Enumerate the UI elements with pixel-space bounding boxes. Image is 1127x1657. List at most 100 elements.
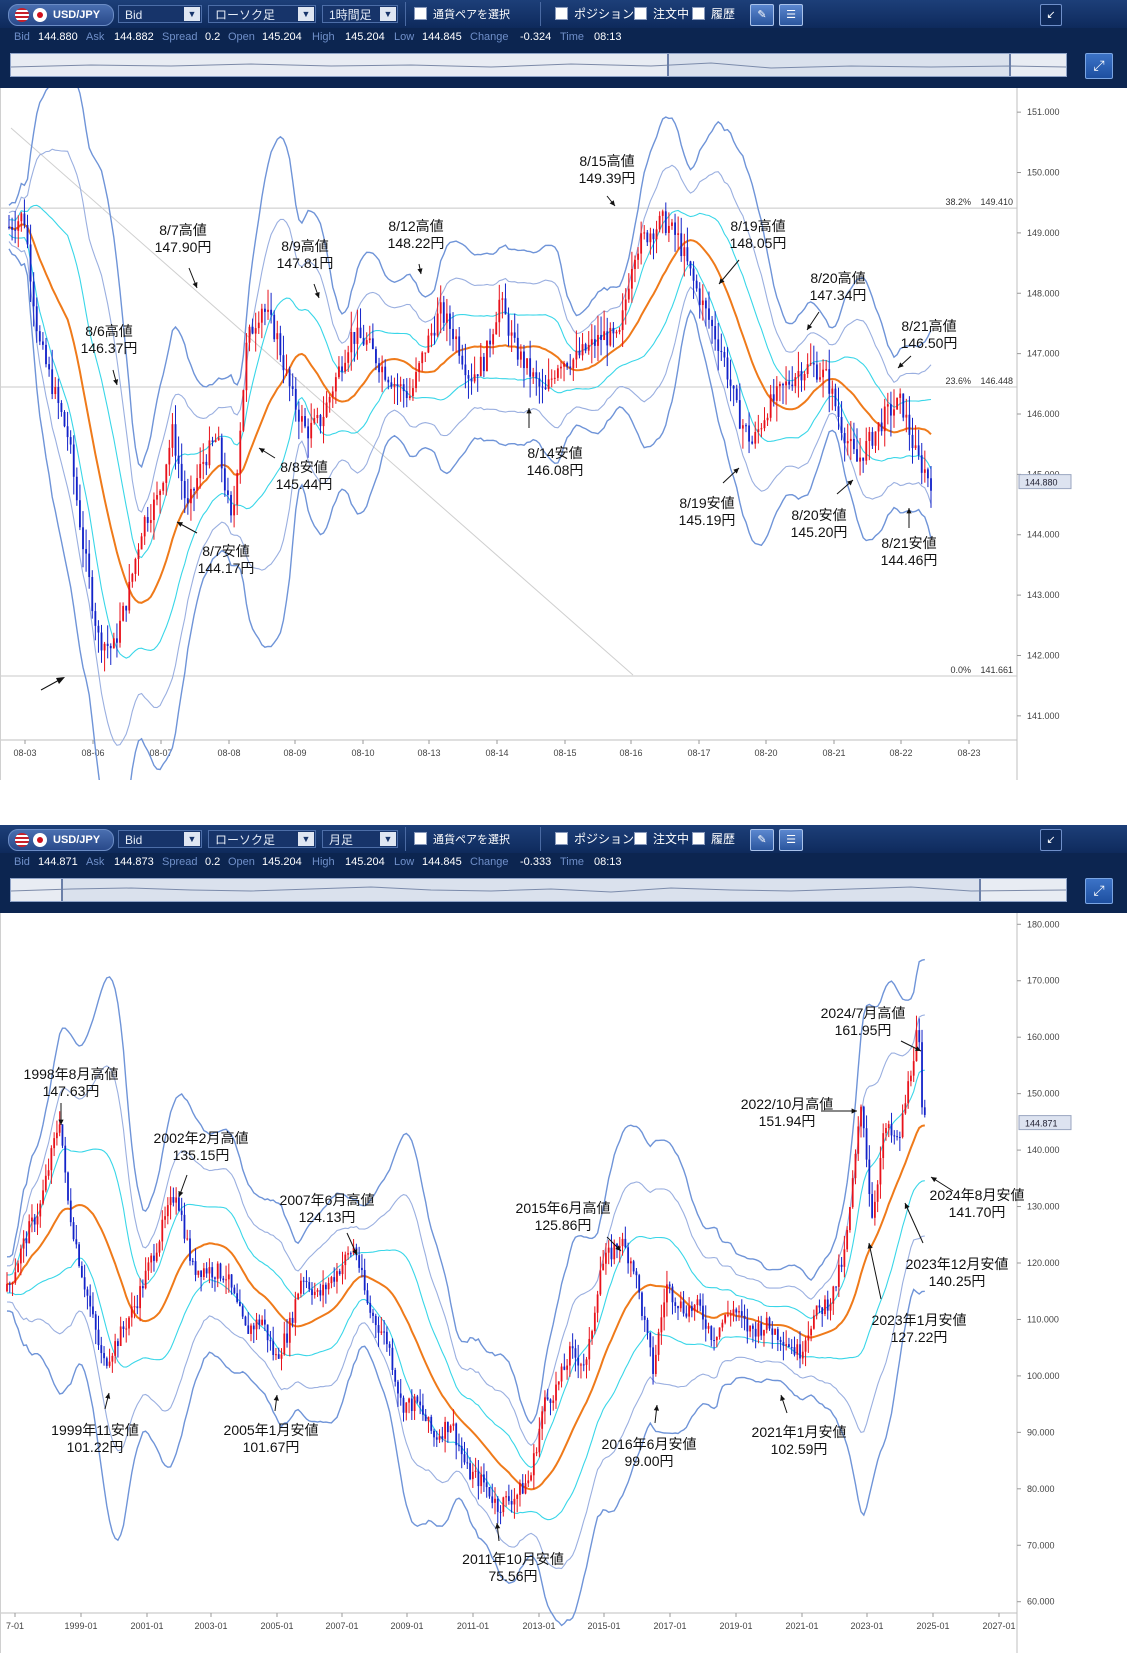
candle-body (544, 1397, 546, 1412)
position-checkbox[interactable] (555, 7, 568, 20)
navigator-bar: ⤢ (0, 871, 1127, 913)
change-label: Change (470, 856, 509, 868)
annotation-date: 8/7高値 (159, 222, 206, 238)
candle-body (341, 366, 343, 372)
candle-body (825, 369, 828, 371)
annotation-arrowhead (851, 1108, 857, 1114)
candle-body (67, 1172, 69, 1201)
annotation-date: 8/8安値 (280, 459, 327, 475)
candle-body (707, 1326, 710, 1329)
position-toggle[interactable]: ポジション (555, 830, 634, 848)
candle-body (590, 339, 593, 345)
candle-body (828, 369, 831, 394)
candle-body (812, 363, 815, 365)
history-toggle[interactable]: 履歴 (692, 5, 735, 23)
bollinger-band-lower-1sigma (6, 1180, 925, 1521)
chart-menu-button[interactable]: ☰ (779, 829, 803, 851)
candle-body (353, 332, 356, 344)
position-toggle[interactable]: ポジション (555, 5, 634, 23)
candle-body (738, 1311, 740, 1313)
chart-settings-button[interactable]: ✎ (750, 829, 774, 851)
candle-body (883, 406, 886, 432)
candle-body (147, 1262, 150, 1271)
price-type-select[interactable]: Bid ▼ (118, 830, 202, 848)
expand-navigator-button[interactable]: ⤢ (1085, 878, 1113, 904)
candle-body (466, 1462, 469, 1464)
hourly-candlestick-chart[interactable]: 151.000 150.000 149.000 148.000 147.000 146.0… (1, 66, 1127, 843)
chart-area[interactable]: 180.000 170.000 160.000 150.000 140.000 130.0… (0, 913, 1127, 1653)
navigator-window-handle[interactable] (667, 54, 1011, 76)
orders-toggle[interactable]: 注文中 (634, 830, 689, 848)
x-tick-label: 2011-01 (457, 1621, 489, 1631)
position-checkbox[interactable] (555, 832, 568, 845)
y-tick-label: 120.000 (1027, 1258, 1060, 1268)
candle-body (671, 222, 673, 226)
select-pair-checkbox[interactable] (414, 7, 427, 20)
annotation-arrowhead (177, 522, 183, 527)
select-pair-checkbox[interactable] (414, 832, 427, 845)
history-checkbox[interactable] (692, 832, 705, 845)
history-label: 履歴 (711, 832, 736, 846)
select-pair-toggle[interactable]: 通貨ペアを選択 (414, 830, 510, 848)
candle-body (352, 1247, 355, 1254)
chart-menu-button[interactable]: ☰ (779, 4, 803, 26)
x-tick-label: 2009-01 (390, 1621, 423, 1631)
orders-checkbox[interactable] (634, 7, 647, 20)
candle-body (629, 1261, 632, 1264)
candle-body (322, 1284, 324, 1296)
currency-pair-button[interactable]: USD/JPY (8, 4, 114, 26)
candle-body (615, 331, 618, 334)
navigator-window-handle[interactable] (61, 879, 981, 901)
chart-type-select[interactable]: ローソク足 ▼ (208, 830, 316, 848)
x-tick-label: 2015-01 (587, 1621, 620, 1631)
candle-body (763, 420, 766, 429)
orders-checkbox[interactable] (634, 832, 647, 845)
candle-body (97, 1329, 100, 1346)
candle-body (470, 378, 473, 382)
candle-body (211, 440, 214, 443)
annotation-date: 8/21高値 (901, 318, 956, 334)
candle-body (901, 1113, 904, 1138)
timeframe-select[interactable]: 月足 ▼ (322, 830, 398, 848)
chart-settings-button[interactable]: ✎ (750, 4, 774, 26)
currency-pair-button[interactable]: USD/JPY (8, 829, 114, 851)
minimize-button[interactable]: ↙ (1040, 829, 1062, 851)
monthly-candlestick-chart[interactable]: 180.000 170.000 160.000 150.000 140.000 130.0… (1, 913, 1127, 1653)
candle-body (356, 327, 359, 344)
chart-area[interactable]: 151.000 150.000 149.000 148.000 147.000 146.0… (0, 66, 1127, 843)
orders-toggle[interactable]: 注文中 (634, 5, 689, 23)
candle-body (843, 433, 846, 444)
candle-body (819, 377, 821, 380)
history-toggle[interactable]: 履歴 (692, 830, 735, 848)
high-value: 145.204 (345, 31, 385, 43)
candle-body (327, 1283, 330, 1290)
candle-body (485, 1482, 488, 1488)
annotation-price: 148.05円 (730, 235, 787, 251)
candle-body (538, 378, 541, 387)
candle-body (199, 463, 202, 479)
candle-body (261, 1319, 263, 1325)
navigator-strip[interactable] (10, 878, 1067, 902)
history-checkbox[interactable] (692, 7, 705, 20)
candle-body (852, 438, 855, 450)
minimize-button[interactable]: ↙ (1040, 4, 1062, 26)
select-pair-toggle[interactable]: 通貨ペアを選択 (414, 5, 510, 23)
candle-body (727, 1314, 729, 1316)
low-value: 144.845 (422, 31, 462, 43)
candle-body (655, 229, 658, 240)
price-type-select[interactable]: Bid ▼ (118, 5, 202, 23)
navigator-strip[interactable] (10, 53, 1067, 77)
candle-body (449, 313, 451, 329)
annotation-price: 148.22円 (388, 235, 445, 251)
timeframe-select[interactable]: 1時間足 ▼ (322, 5, 398, 23)
candle-body (720, 350, 723, 353)
candle-body (735, 388, 738, 401)
candle-body (898, 1136, 901, 1138)
candle-body (846, 1230, 849, 1250)
fibonacci-level-percent: 23.6% (945, 376, 971, 386)
price-info-bar: Bid 144.880 Ask 144.882 Spread 0.2 Open … (0, 28, 1127, 46)
toolbar-divider (405, 827, 406, 851)
chart-type-select[interactable]: ローソク足 ▼ (208, 5, 316, 23)
expand-navigator-button[interactable]: ⤢ (1085, 53, 1113, 79)
candle-body (510, 1501, 513, 1505)
